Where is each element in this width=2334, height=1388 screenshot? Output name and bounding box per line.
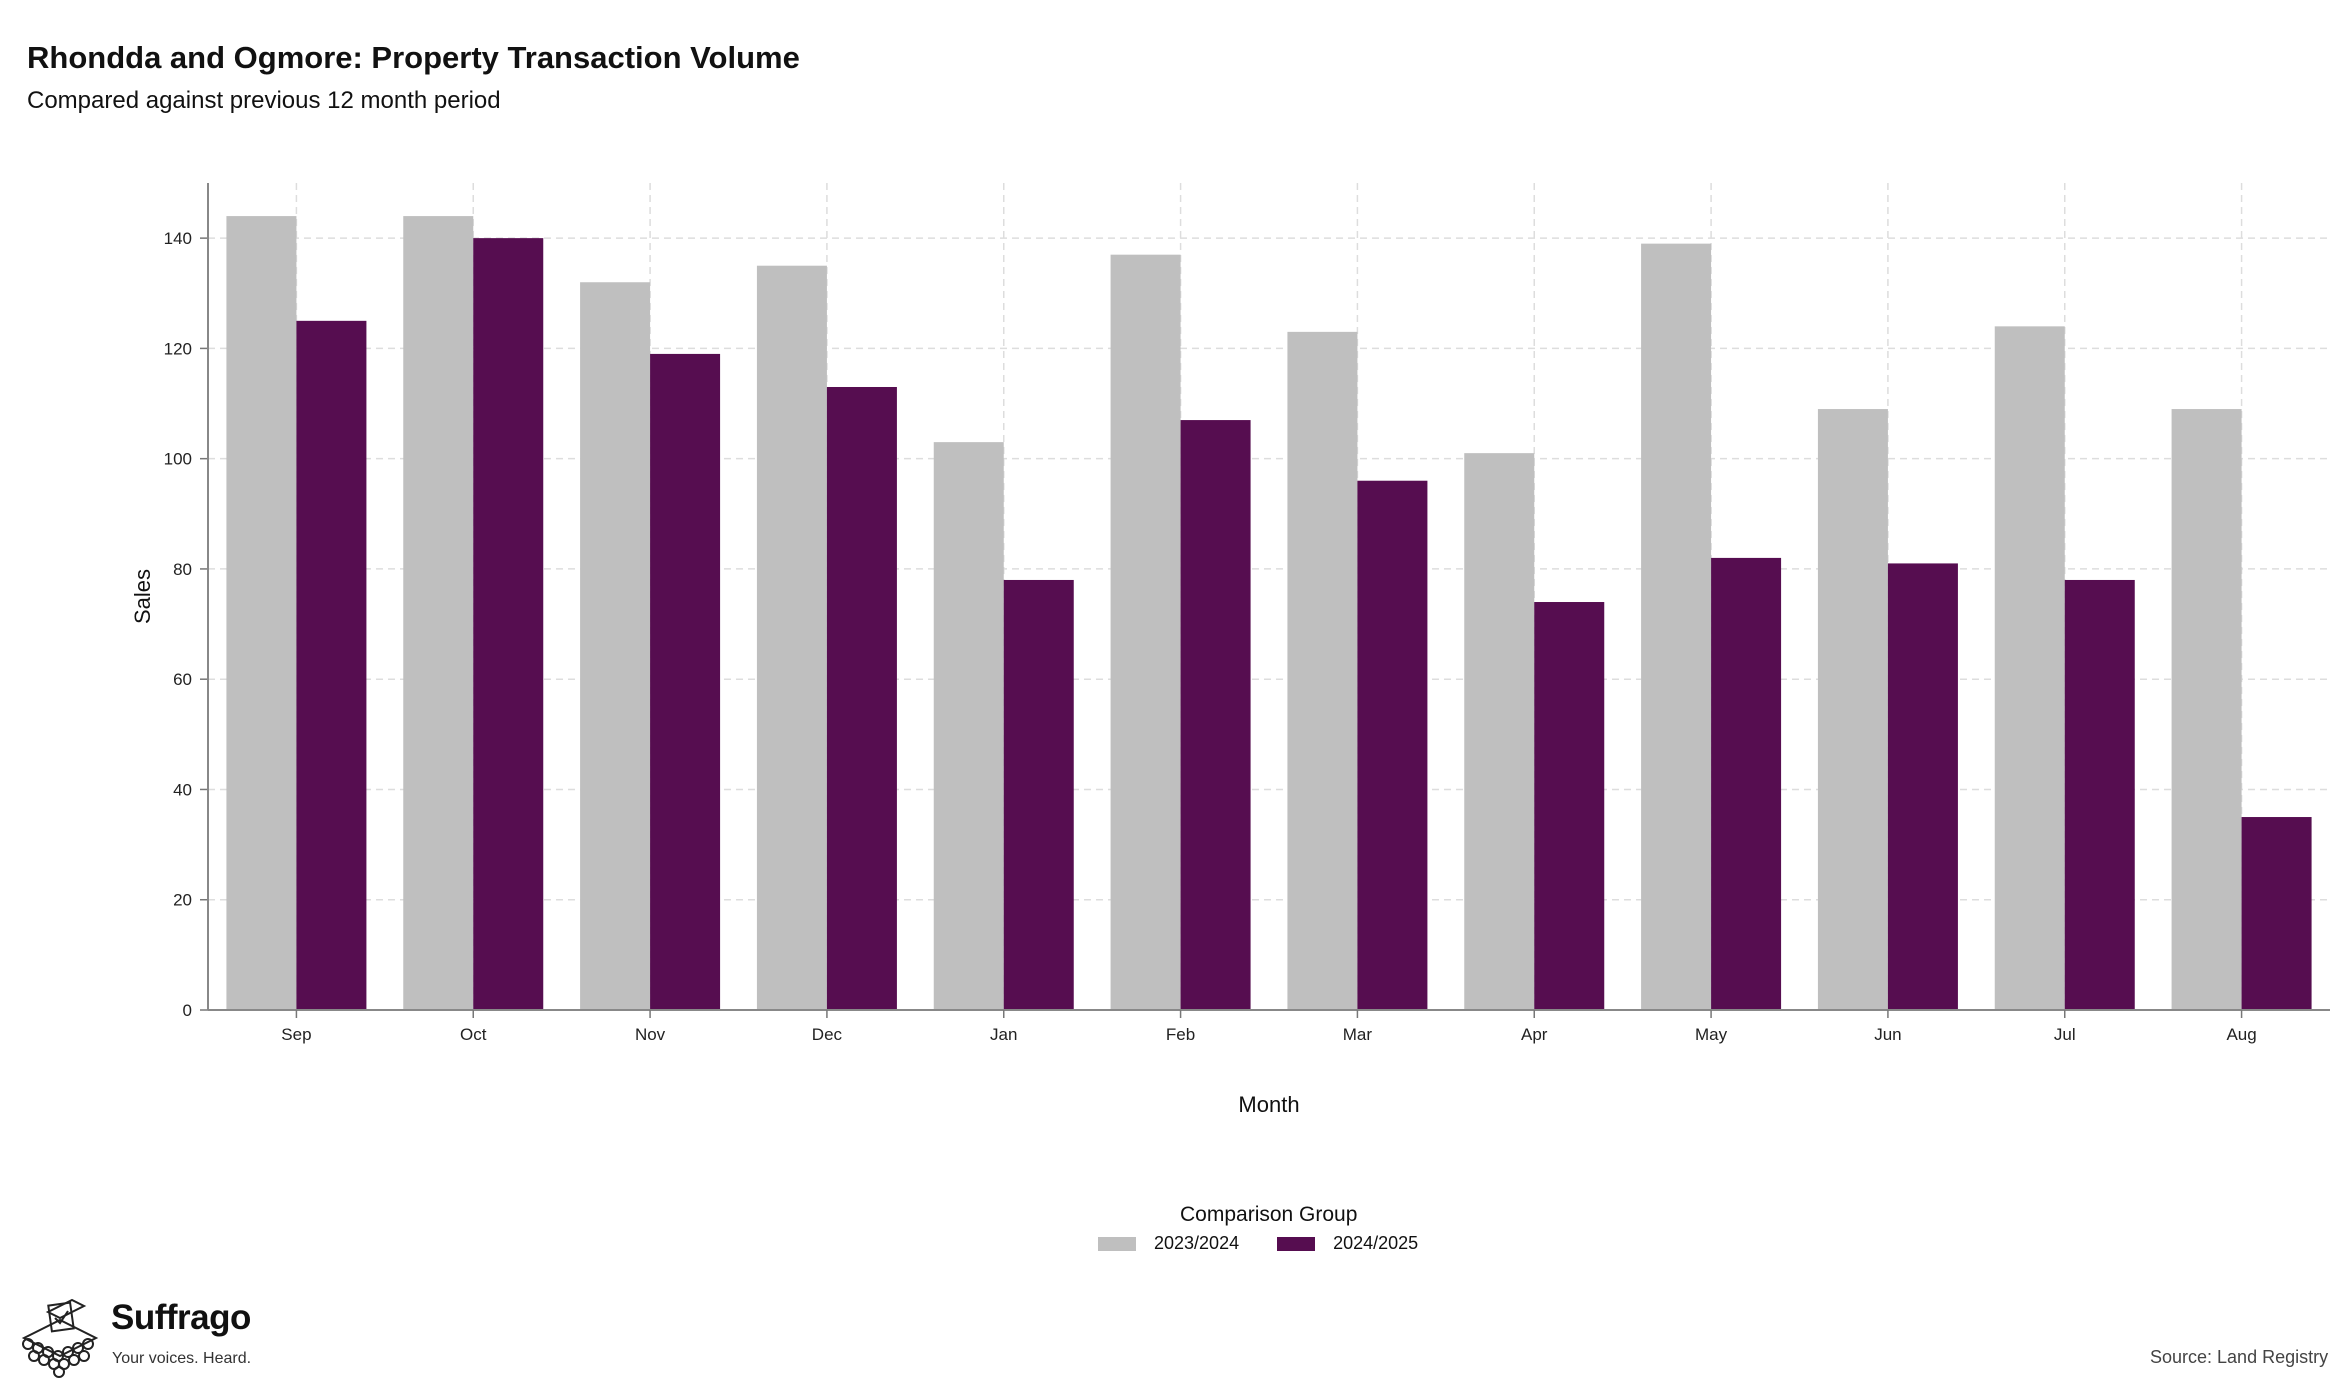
x-axis-title: Month: [1238, 1092, 1299, 1117]
legend-label-2024-2025: 2024/2025: [1333, 1233, 1419, 1253]
legend-item-2023-2024: 2023/2024: [1098, 1233, 1239, 1254]
legend-swatch-2024-2025: [1277, 1236, 1316, 1251]
bar-2024-2025-jan: [1003, 579, 1074, 1010]
y-tick-label: 20: [173, 891, 192, 910]
x-tick-label: Jul: [2054, 1025, 2076, 1044]
x-tick-label: Aug: [2226, 1025, 2256, 1044]
bar-2024-2025-jun: [1887, 563, 1958, 1010]
bar-2023-2024-jul: [1994, 326, 2065, 1010]
bar-2024-2025-sep: [296, 320, 367, 1010]
brand-tagline: Your voices. Heard.: [112, 1350, 252, 1367]
bar-2023-2024-sep: [226, 216, 297, 1010]
legend-title: Comparison Group: [1180, 1203, 1358, 1226]
y-tick-label: 0: [183, 1001, 192, 1020]
bar-2024-2025-feb: [1180, 420, 1251, 1010]
chart-title: Rhondda and Ogmore: Property Transaction…: [27, 40, 800, 75]
y-tick-label: 80: [173, 560, 192, 579]
bar-2024-2025-nov: [650, 353, 721, 1010]
bar-2023-2024-jan: [933, 442, 1004, 1010]
x-tick-label: Dec: [812, 1025, 843, 1044]
y-tick-label: 140: [164, 229, 192, 248]
legend-swatch-2023-2024: [1098, 1236, 1136, 1251]
legend-item-2024-2025: 2024/2025: [1277, 1233, 1418, 1254]
bar-2023-2024-oct: [403, 216, 474, 1010]
x-tick-label: Sep: [281, 1025, 311, 1044]
bar-2024-2025-may: [1711, 557, 1782, 1010]
bar-2023-2024-apr: [1464, 453, 1535, 1010]
bar-2024-2025-mar: [1357, 480, 1428, 1011]
suffrago-logo: Suffrago Your voices. Heard.: [14, 1298, 264, 1378]
x-tick-label: Mar: [1343, 1025, 1373, 1044]
bar-2023-2024-mar: [1287, 331, 1358, 1010]
y-tick-label: 100: [164, 450, 192, 469]
y-tick-label: 60: [173, 670, 192, 689]
y-tick-label: 40: [173, 780, 192, 799]
x-tick-label: Feb: [1166, 1025, 1195, 1044]
bar-2024-2025-aug: [2241, 817, 2312, 1010]
x-tick-label: May: [1695, 1025, 1728, 1044]
bar-2023-2024-aug: [2171, 409, 2242, 1011]
x-tick-label: Oct: [460, 1025, 487, 1044]
bar-2024-2025-dec: [826, 386, 897, 1010]
legend-label-2023-2024: 2023/2024: [1154, 1233, 1240, 1253]
brand-name: Suffrago: [111, 1298, 251, 1337]
x-tick-label: Apr: [1521, 1025, 1548, 1044]
y-tick-label: 120: [164, 339, 192, 358]
source-note: Source: Land Registry: [2150, 1347, 2329, 1367]
x-tick-label: Nov: [635, 1025, 666, 1044]
ballot-box-icon: [21, 1298, 99, 1378]
bar-2023-2024-dec: [756, 265, 827, 1010]
bar-2024-2025-apr: [1534, 602, 1605, 1010]
bar-2023-2024-nov: [580, 282, 651, 1010]
x-tick-label: Jun: [1874, 1025, 1901, 1044]
y-axis-title: Sales: [130, 569, 155, 624]
legend: 2023/2024 2024/2025: [1098, 1233, 1456, 1254]
bar-chart: 0 20 40 60 80 100 120 140 Sep Oct Nov Dec Jan Feb Mar A…: [130, 183, 2330, 1117]
bar-2023-2024-feb: [1110, 254, 1181, 1010]
bar-2024-2025-oct: [473, 238, 544, 1011]
bar-2023-2024-may: [1641, 243, 1712, 1010]
bar-2024-2025-jul: [2064, 579, 2135, 1010]
x-tick-label: Jan: [990, 1025, 1017, 1044]
chart-subtitle: Compared against previous 12 month perio…: [27, 87, 501, 114]
bar-2023-2024-jun: [1817, 409, 1888, 1011]
